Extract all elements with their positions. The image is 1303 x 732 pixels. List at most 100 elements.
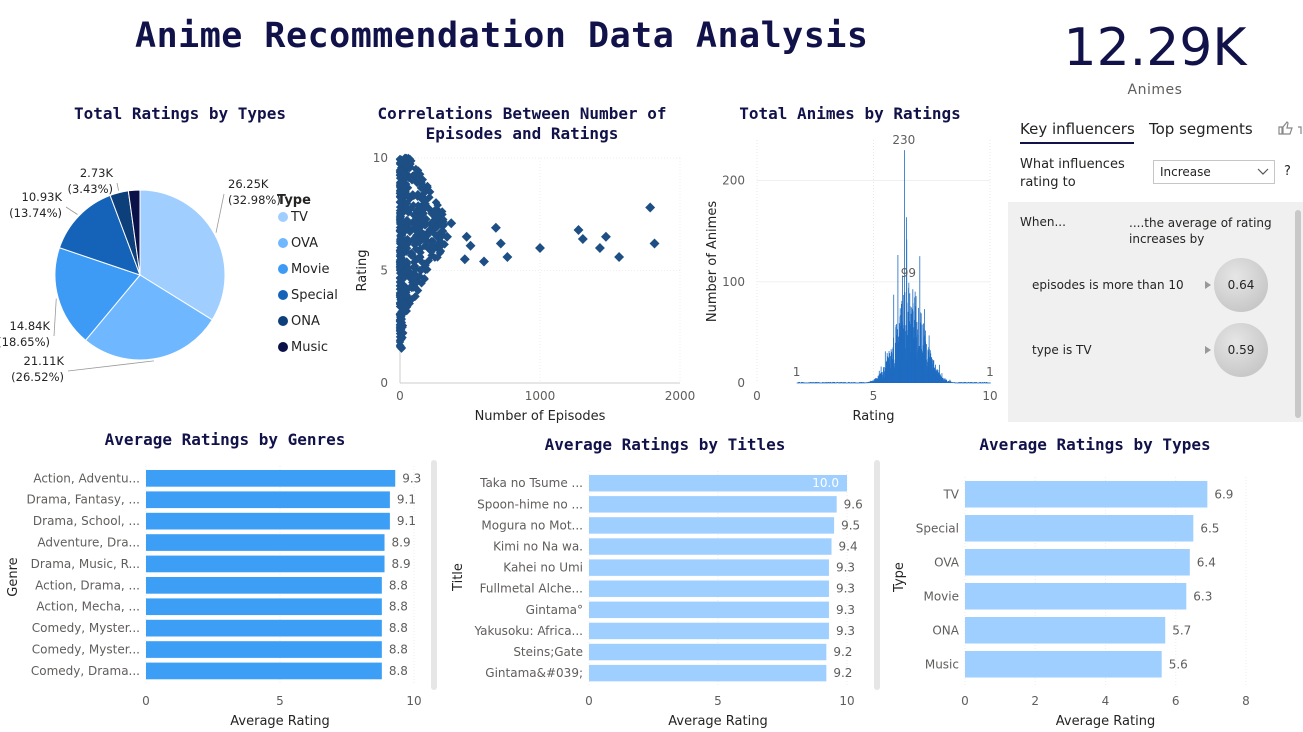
- legend-marker: [278, 264, 288, 274]
- histogram-bar: [854, 381, 855, 383]
- histogram-bar: [833, 381, 834, 383]
- legend-label-ova: OVA: [291, 236, 318, 251]
- tab-key-influencers[interactable]: Key influencers: [1020, 120, 1135, 138]
- x-axis-label: Average Rating: [668, 714, 767, 729]
- legend-marker: [278, 342, 288, 352]
- histogram-bar: [852, 381, 854, 383]
- scatter-point: [459, 254, 470, 265]
- data-label: 9.3: [836, 561, 855, 575]
- scatter-point: [421, 260, 430, 270]
- data-label: 9.3: [836, 603, 855, 617]
- y-axis-label: Number of Animes: [705, 201, 720, 322]
- active-tab-underline: [1020, 142, 1134, 144]
- scatter-point: [396, 197, 405, 207]
- influencer-label[interactable]: type is TV: [1032, 343, 1092, 357]
- data-label: 8.8: [389, 621, 408, 635]
- histogram-bar: [801, 381, 802, 383]
- histogram-bar: [885, 361, 887, 383]
- histogram-bar: [848, 381, 850, 383]
- category-label: Movie: [923, 589, 959, 603]
- scatter-point: [434, 244, 443, 253]
- thumbs-up-icon[interactable]: [1276, 118, 1303, 136]
- histogram-bar: [890, 349, 892, 383]
- histogram-bar: [897, 342, 899, 383]
- pie-slice-music: [127, 189, 141, 276]
- titles-bar-chart[interactable]: 0 5 10 Taka no Tsume ... 10.0 Spoon-hime no .…: [445, 455, 885, 732]
- histogram-bar: [881, 372, 882, 383]
- kpi-card-label: Animes: [1127, 82, 1183, 98]
- histogram-bar: [829, 381, 831, 383]
- y-axis-label: Rating: [355, 250, 370, 292]
- data-label: 9.2: [833, 666, 852, 680]
- pie-slice-movie: [54, 247, 141, 341]
- x-axis-label: Rating: [853, 409, 895, 424]
- pie-slice-tv: [139, 189, 226, 321]
- histogram-bar: [982, 381, 983, 383]
- types-chart-title: Average Ratings by Types: [979, 435, 1211, 454]
- histogram-bar: [834, 381, 836, 383]
- scrollbar: [874, 460, 880, 690]
- pie-slice-special: [58, 194, 141, 276]
- influence-direction-dropdown[interactable]: Increase: [1153, 160, 1275, 184]
- x-tick-label: 0: [753, 389, 761, 403]
- legend-marker: [278, 290, 288, 300]
- data-label: 9.1: [397, 493, 416, 507]
- category-label: Yakusoku: Africa...: [473, 624, 583, 638]
- x-tick-label: 0: [396, 389, 404, 403]
- genres-chart-title: Average Ratings by Genres: [104, 430, 346, 449]
- category-label: Comedy, Myster...: [32, 643, 140, 657]
- tab-top-segments[interactable]: Top segments: [1149, 120, 1253, 138]
- histogram-bar: [816, 381, 817, 383]
- data-label: 9.3: [836, 624, 855, 638]
- x-tick-label: 5: [276, 694, 284, 708]
- types-bar-chart[interactable]: 0 2 4 6 8 TV 6.9 Special 6.5 OVA 6.4 Movie 6.3 ONA 5.7…: [885, 455, 1290, 732]
- pie-percent-label: (3.43%): [67, 182, 113, 196]
- histogram-bar: [983, 381, 985, 383]
- histogram-bar: [822, 381, 823, 383]
- scatter-point: [419, 188, 429, 198]
- histogram-bar: [904, 150, 905, 383]
- histogram-bar: [959, 381, 961, 383]
- histogram-bar: [976, 381, 977, 383]
- histogram-bar: [895, 325, 897, 383]
- histogram-bar: [979, 381, 981, 383]
- histogram-bar: [968, 381, 969, 383]
- scatter-chart[interactable]: 0 5 10 0 1000 2000 Number of Episodes Rating: [340, 148, 700, 428]
- data-label: 6.9: [1214, 487, 1233, 501]
- y-tick-label: 5: [380, 264, 388, 278]
- histogram-bar: [814, 381, 816, 383]
- influencer-bubble[interactable]: 0.59: [1214, 323, 1268, 377]
- histogram-bar: [965, 381, 966, 383]
- legend-marker: [278, 238, 288, 248]
- legend-title: Type: [277, 193, 311, 208]
- y-axis-label: Genre: [6, 557, 21, 596]
- histogram-bar: [929, 356, 930, 383]
- scatter-point: [413, 235, 422, 244]
- scatter-point: [645, 202, 656, 213]
- influencer-label[interactable]: episodes is more than 10: [1032, 278, 1184, 292]
- histogram-bar: [838, 381, 840, 383]
- pie-chart[interactable]: 26.25K (32.98%) 21.11K (26.52%) 14.84K (18.65…: [0, 140, 350, 390]
- bar: [146, 470, 396, 487]
- data-label: 5.6: [1169, 657, 1188, 671]
- histogram-bar: [985, 381, 987, 383]
- genres-bar-chart[interactable]: 0 5 10 Action, Adventu... 9.3 Drama, Fantasy,…: [0, 455, 440, 732]
- histogram-bar: [938, 372, 939, 383]
- scatter-point: [418, 235, 428, 244]
- data-label: 9.3: [836, 582, 855, 596]
- scatter-point: [490, 222, 501, 233]
- influencer-bubble[interactable]: 0.64: [1214, 258, 1268, 312]
- histogram-bar: [844, 381, 846, 383]
- x-tick-label: 0: [961, 694, 969, 708]
- help-icon[interactable]: ?: [1284, 164, 1291, 179]
- histogram-bar: [850, 381, 852, 383]
- pie-percent-label: (18.65%): [0, 335, 50, 349]
- histogram-bar: [815, 381, 817, 383]
- scrollbar[interactable]: [1295, 210, 1301, 418]
- data-label: 6.3: [1193, 589, 1212, 603]
- bar: [146, 619, 382, 637]
- histogram-bar: [915, 296, 917, 383]
- pie-value-label: 21.11K: [24, 354, 65, 368]
- scatter-point: [399, 297, 408, 307]
